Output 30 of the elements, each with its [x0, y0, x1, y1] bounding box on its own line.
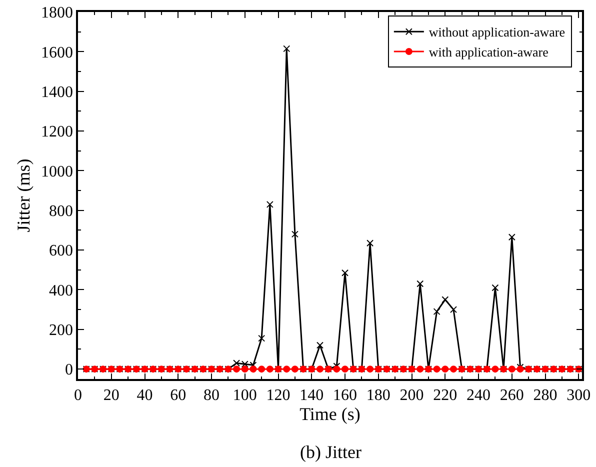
- x-tick-label: 260: [500, 386, 524, 404]
- y-tick-label: 1000: [41, 163, 74, 180]
- x-tick-label: 280: [533, 386, 558, 404]
- x-tick-label: 80: [204, 386, 220, 404]
- legend-label: with application-aware: [428, 44, 549, 60]
- legend-label: without application-aware: [428, 24, 566, 40]
- text: (b) Jitter: [300, 442, 362, 462]
- x-tick-label: 20: [103, 386, 120, 404]
- x-tick-label: 120: [266, 386, 290, 404]
- y-tick-label: 1800: [41, 4, 74, 22]
- y-tick-label: 600: [49, 242, 74, 260]
- y-tick-label: 200: [49, 322, 74, 340]
- x-tick-label: 160: [333, 386, 358, 404]
- x-tick-label: 40: [136, 386, 153, 404]
- y-tick-label: 1600: [41, 44, 74, 62]
- y-tick-label: 400: [49, 282, 74, 300]
- y-tick-label: 1200: [41, 124, 74, 141]
- x-tick-label: 200: [400, 386, 424, 404]
- x-tick-label: 60: [170, 386, 186, 404]
- x-tick-label: 140: [300, 386, 324, 404]
- x-tick-label: 220: [433, 386, 458, 404]
- y-tick-label: 800: [49, 202, 74, 220]
- x-tick-label: 300: [566, 386, 591, 404]
- x-tick-label: 100: [232, 386, 257, 404]
- y-axis-title: Jitter (ms): [14, 158, 34, 232]
- x-axis-title: Time (s): [300, 404, 360, 424]
- y-tick-label: 1400: [41, 84, 74, 101]
- x-tick-label: 180: [366, 386, 390, 404]
- x-tick-label: 240: [466, 386, 491, 404]
- y-tick-label: 0: [65, 362, 74, 379]
